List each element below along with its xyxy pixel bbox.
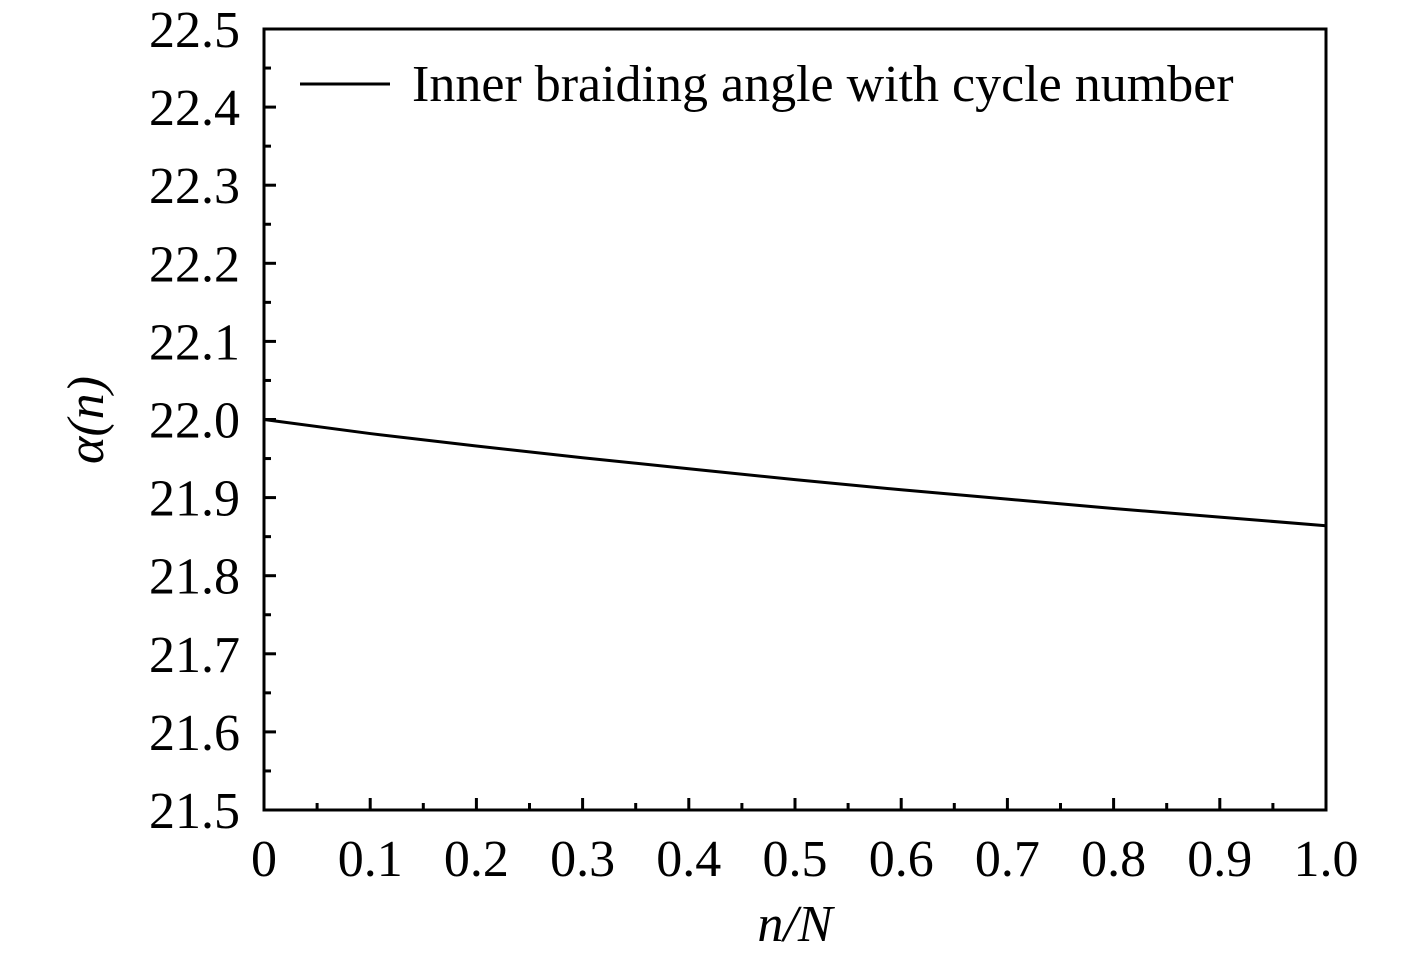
y-tick-label: 22.4 [149, 80, 240, 137]
y-tick-labels: 21.5 21.6 21.7 21.8 21.9 22.0 22.1 22.2 22.3 22.4… [149, 2, 240, 840]
x-tick-label: 0.2 [444, 831, 509, 888]
y-tick-label: 22.1 [149, 314, 240, 371]
x-tick-label: 0.5 [763, 831, 828, 888]
y-tick-label: 22.3 [149, 158, 240, 215]
y-axis-title: α(n) [58, 376, 115, 464]
y-tick-label: 22.5 [149, 2, 240, 59]
x-axis-title: n/N [757, 896, 835, 953]
x-tick-label: 0 [251, 831, 277, 888]
series-line [263, 418, 1327, 528]
legend-label: Inner braiding angle with cycle number [412, 56, 1234, 113]
axis-ticks [262, 27, 1328, 812]
x-tick-label: 0.6 [869, 831, 934, 888]
y-tick-label: 22.0 [149, 393, 240, 450]
y-tick-label: 21.9 [149, 471, 240, 528]
x-tick-label: 0.4 [656, 831, 721, 888]
y-tick-label: 21.5 [149, 783, 240, 840]
x-tick-label: 0.7 [975, 831, 1040, 888]
legend: Inner braiding angle with cycle number [300, 56, 1234, 113]
y-tick-label: 21.8 [149, 549, 240, 606]
x-tick-label: 0.3 [550, 831, 615, 888]
y-tick-label: 21.6 [149, 705, 240, 762]
y-tick-label: 22.2 [149, 236, 240, 293]
plot-frame [262, 27, 1328, 812]
x-tick-label: 1.0 [1294, 831, 1359, 888]
y-tick-label: 21.7 [149, 627, 240, 684]
x-tick-label: 0.8 [1081, 831, 1146, 888]
x-tick-label: 0.1 [338, 831, 403, 888]
x-tick-labels: 0 0.1 0.2 0.3 0.4 0.5 0.6 0.7 0.8 0.9 1.0 [251, 831, 1359, 888]
x-tick-label: 0.9 [1187, 831, 1252, 888]
